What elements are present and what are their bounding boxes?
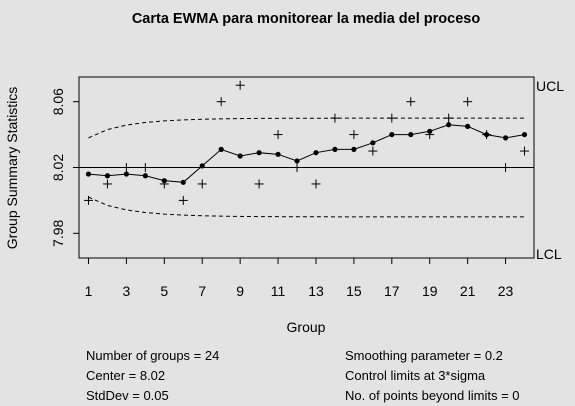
ewma-point	[162, 178, 167, 183]
ewma-point	[219, 147, 224, 152]
stat-points-beyond-limits: No. of points beyond limits = 0	[345, 386, 520, 406]
statistic-point	[368, 147, 377, 156]
ewma-point	[427, 129, 432, 134]
stats-left: Number of groups = 24 Center = 8.02 StdD…	[86, 346, 219, 406]
x-tick-label: 7	[198, 283, 206, 299]
statistic-point	[349, 130, 358, 139]
statistic-point	[141, 163, 150, 172]
ewma-point	[351, 147, 356, 152]
ewma-point	[313, 150, 318, 155]
statistic-point	[501, 163, 510, 172]
x-tick-label: 21	[460, 283, 476, 299]
ewma-point	[332, 147, 337, 152]
ewma-point	[389, 132, 394, 137]
statistic-point	[179, 196, 188, 205]
stat-center: Center = 8.02	[86, 366, 219, 386]
ewma-point	[465, 124, 470, 129]
ucl-label: UCL	[536, 78, 564, 94]
ucl-line	[88, 118, 524, 138]
statistic-point	[103, 179, 112, 188]
statistic-point	[444, 114, 453, 123]
y-axis-label: Group Summary Statistics	[4, 87, 20, 250]
statistic-point	[406, 97, 415, 106]
y-tick-label: 7.98	[50, 219, 66, 246]
x-tick-label: 15	[346, 283, 362, 299]
ewma-point	[446, 122, 451, 127]
ewma-point	[86, 171, 91, 176]
stat-stddev: StdDev = 0.05	[86, 386, 219, 406]
ewma-point	[143, 173, 148, 178]
ewma-chart: Carta EWMA para monitorear la media del …	[0, 0, 575, 345]
x-tick-label: 23	[498, 283, 514, 299]
x-tick-label: 3	[122, 283, 130, 299]
y-tick-label: 8.06	[50, 88, 66, 115]
stat-number-of-groups: Number of groups = 24	[86, 346, 219, 366]
statistic-point	[217, 97, 226, 106]
statistic-point	[274, 130, 283, 139]
x-tick-label: 9	[236, 283, 244, 299]
ewma-point	[294, 158, 299, 163]
statistic-point	[84, 196, 93, 205]
x-tick-label: 13	[308, 283, 324, 299]
ewma-point	[238, 153, 243, 158]
ewma-point	[275, 152, 280, 157]
statistic-point	[293, 163, 302, 172]
ewma-point	[522, 132, 527, 137]
statistic-point	[330, 114, 339, 123]
chart-title: Carta EWMA para monitorear la media del …	[132, 11, 481, 27]
statistic-point	[198, 179, 207, 188]
stat-control-limits: Control limits at 3*sigma	[345, 366, 520, 386]
statistic-point	[122, 163, 131, 172]
statistic-point	[520, 147, 529, 156]
ewma-point	[105, 173, 110, 178]
statistic-point	[236, 81, 245, 90]
ewma-point	[124, 171, 129, 176]
x-tick-label: 11	[271, 283, 286, 299]
statistic-point	[463, 97, 472, 106]
ewma-point	[181, 180, 186, 185]
stats-right: Smoothing parameter = 0.2 Control limits…	[345, 346, 520, 406]
ewma-point	[408, 132, 413, 137]
statistic-point	[387, 114, 396, 123]
ewma-line	[88, 125, 524, 183]
ewma-point	[200, 163, 205, 168]
ewma-point	[370, 140, 375, 145]
ewma-point	[503, 135, 508, 140]
ewma-point	[257, 150, 262, 155]
x-axis-label: Group	[287, 319, 326, 335]
lcl-line	[88, 197, 524, 217]
x-tick-label: 5	[160, 283, 168, 299]
statistic-point	[255, 179, 264, 188]
x-tick-label: 19	[422, 283, 438, 299]
x-tick-label: 1	[85, 283, 93, 299]
stat-smoothing-parameter: Smoothing parameter = 0.2	[345, 346, 520, 366]
statistic-point	[311, 179, 320, 188]
y-tick-label: 8.02	[50, 154, 66, 181]
lcl-label: LCL	[536, 246, 562, 262]
x-tick-label: 17	[384, 283, 400, 299]
ewma-point	[484, 132, 489, 137]
